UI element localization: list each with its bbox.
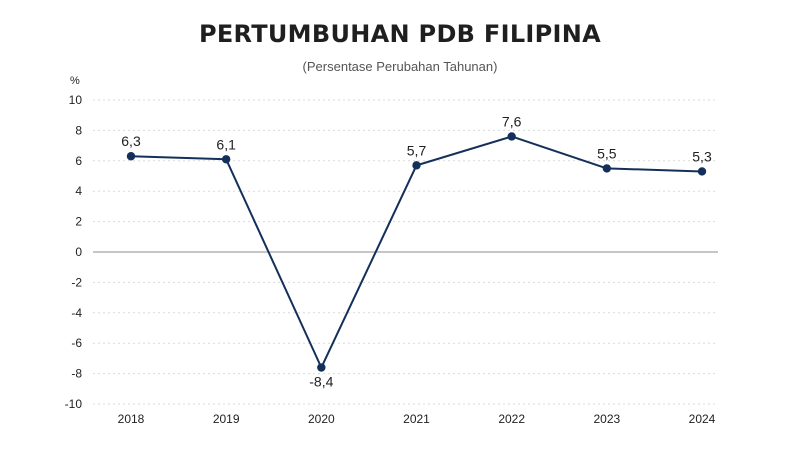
data-point (507, 132, 516, 141)
x-tick-label: 2022 (498, 412, 525, 426)
data-point (412, 161, 421, 170)
x-tick-label: 2018 (118, 412, 145, 426)
x-tick-label: 2024 (689, 412, 716, 426)
x-tick-label: 2019 (213, 412, 240, 426)
data-label: 6,1 (216, 136, 236, 152)
y-tick-label: 8 (75, 123, 82, 137)
data-label: -8,4 (309, 374, 333, 390)
x-tick-label: 2021 (403, 412, 430, 426)
y-tick-label: 0 (75, 245, 82, 259)
data-point (602, 164, 612, 173)
y-tick-label: 10 (69, 93, 83, 107)
y-tick-label: 4 (75, 184, 82, 198)
y-tick-label: 2 (75, 215, 82, 229)
x-tick-label: 2023 (593, 412, 620, 426)
chart-subtitle: (Persentase Perubahan Tahunan) (302, 59, 498, 74)
y-tick-label: -10 (65, 397, 83, 411)
y-tick-label: -2 (71, 275, 82, 289)
data-point (126, 152, 136, 161)
data-label: 5,7 (407, 142, 427, 158)
data-point (221, 155, 231, 164)
grid-lines (93, 99, 718, 405)
y-axis-unit-label: % (70, 75, 80, 87)
y-tick-label: -6 (71, 336, 82, 350)
y-tick-label: -4 (71, 306, 82, 320)
data-label: 5,5 (597, 145, 617, 161)
data-label: 5,3 (692, 148, 712, 164)
x-tick-label: 2020 (308, 412, 335, 426)
axes: % 10 8 6 4 2 0 -2 -4 -6 -8 -10 2018 2019 2020 2021 2022… (65, 75, 716, 426)
data-labels: 6,3 6,1 -8,4 5,7 7,6 5,5 5,3 (121, 113, 712, 389)
y-tick-label: -8 (71, 367, 82, 381)
data-label: 7,6 (502, 113, 522, 129)
y-tick-label: 6 (75, 154, 82, 168)
data-point (317, 363, 326, 372)
data-label: 6,3 (121, 133, 141, 149)
chart-title: PERTUMBUHAN PDB FILIPINA (198, 20, 602, 48)
data-point (697, 167, 707, 176)
series-gdp-growth (126, 132, 707, 372)
